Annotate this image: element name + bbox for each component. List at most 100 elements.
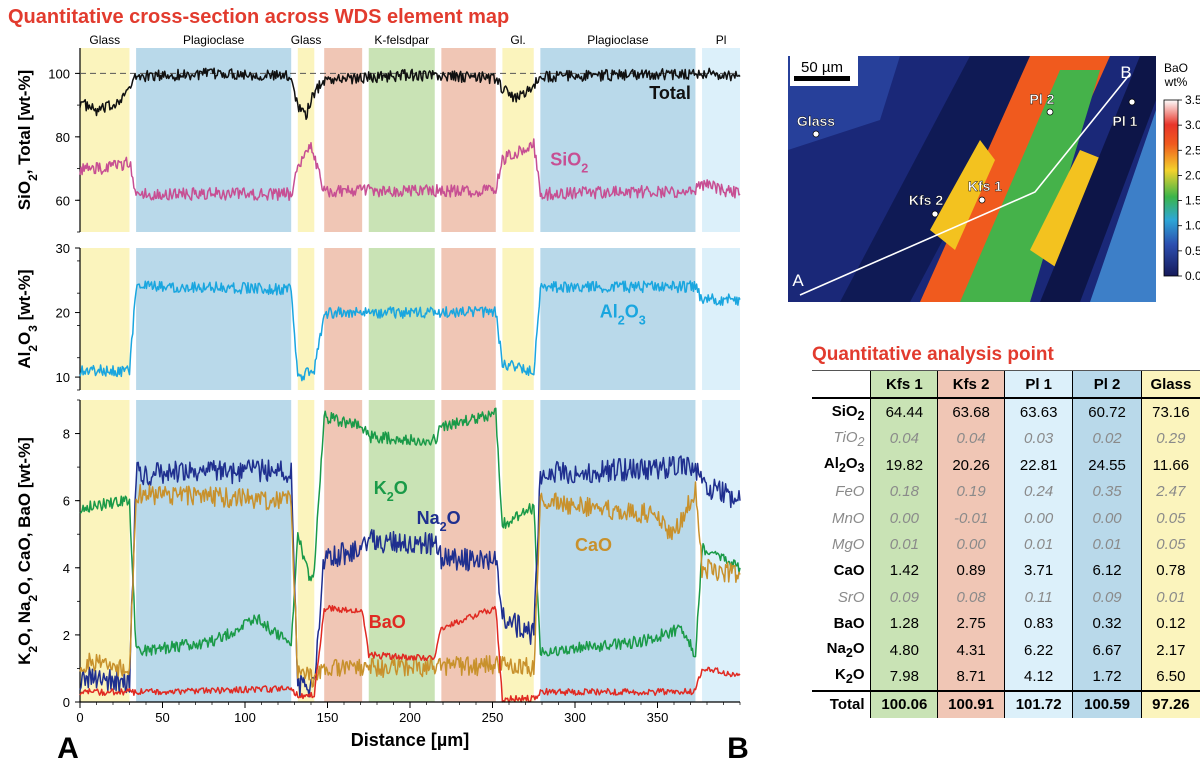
table-cell: 0.01 bbox=[1072, 531, 1142, 558]
phase-label-8: Pl bbox=[716, 33, 727, 47]
table-row: MnO 0.00 -0.01 0.00 0.00 0.05 bbox=[812, 504, 1200, 532]
table-cell: 7.98 bbox=[870, 663, 938, 691]
table-cell: 20.26 bbox=[937, 452, 1005, 479]
table-cell: 0.32 bbox=[1072, 610, 1142, 637]
table-cell: 1.42 bbox=[870, 557, 938, 585]
table-column-header: Kfs 2 bbox=[937, 370, 1005, 400]
phase-label-1: Plagioclase bbox=[183, 33, 245, 47]
phase-zone-8-panel-1 bbox=[702, 248, 740, 390]
y-tick-label-sio2-total-2: 100 bbox=[48, 66, 70, 81]
table-total-cell: 100.06 bbox=[870, 689, 938, 719]
table-cell: 63.63 bbox=[1003, 398, 1073, 426]
table-total-cell: 100.59 bbox=[1072, 689, 1142, 719]
colorbar-title-line2: wt% bbox=[1164, 75, 1188, 89]
phase-label-6: Gl. bbox=[510, 33, 525, 47]
table-row: TiO2 0.04 0.04 0.03 0.02 0.29 bbox=[812, 425, 1200, 453]
table-row: Al2O3 19.82 20.26 22.81 24.55 11.66 bbox=[812, 452, 1200, 479]
phase-label-0: Glass bbox=[89, 33, 120, 47]
table-cell: 2.75 bbox=[937, 610, 1005, 637]
table-cell: 0.29 bbox=[1140, 425, 1200, 453]
table-total-cell: 97.26 bbox=[1140, 689, 1200, 719]
map-dark-band bbox=[840, 56, 1040, 302]
y-tick-label-al2o3-2: 30 bbox=[56, 241, 70, 256]
colorbar-tick-label-1: 0.5 bbox=[1185, 244, 1200, 258]
series-label-al2o3: Al2O3 bbox=[600, 302, 646, 328]
cross-section-chart: Glass Plagioclase Glass K-felsdpar Gl. Plagio… bbox=[15, 33, 749, 765]
table-total-cell: 101.72 bbox=[1003, 689, 1073, 719]
profile-label-b: B bbox=[727, 732, 749, 765]
analysis-point-2 bbox=[978, 196, 986, 204]
phase-zone-3-panel-1 bbox=[324, 248, 363, 390]
colorbar-title-line1: BaO bbox=[1164, 61, 1188, 75]
phase-zone-4-panel-0 bbox=[368, 48, 435, 232]
table-row-label: MgO bbox=[831, 536, 865, 554]
table-cell: 19.82 bbox=[870, 452, 938, 479]
series-label-k2o: K2O bbox=[374, 478, 408, 504]
table-total-row: Total 100.06 100.91 101.72 100.59 97.26 bbox=[812, 689, 1200, 719]
series-line-cao bbox=[79, 481, 741, 688]
table-cell: 6.12 bbox=[1072, 557, 1142, 585]
table-column-header: Pl 1 bbox=[1003, 370, 1073, 400]
phase-zone-4-panel-1 bbox=[368, 248, 435, 390]
analysis-point-3 bbox=[1046, 108, 1054, 116]
y-tick-label-al2o3-1: 20 bbox=[56, 306, 70, 321]
table-cell: 0.04 bbox=[937, 425, 1005, 453]
phase-label-7: Plagioclase bbox=[587, 33, 649, 47]
table-row-label: BaO bbox=[833, 615, 865, 633]
table-cell: 2.17 bbox=[1140, 636, 1200, 664]
table-cell: 0.83 bbox=[1003, 610, 1073, 637]
series-line-k2o bbox=[79, 407, 741, 658]
colorbar-tick-label-4: 2.0 bbox=[1185, 168, 1200, 182]
y-tick-label-alkalis-1: 2 bbox=[63, 628, 70, 643]
table-row: CaO 1.42 0.89 3.71 6.12 0.78 bbox=[812, 557, 1200, 585]
table-cell: 4.31 bbox=[937, 636, 1005, 664]
table-cell: 0.05 bbox=[1140, 504, 1200, 532]
table-cell: 6.22 bbox=[1003, 636, 1073, 664]
table-total-cell: 100.91 bbox=[937, 689, 1005, 719]
x-tick-label-7: 350 bbox=[647, 710, 669, 725]
series-label-total: Total bbox=[649, 83, 691, 103]
phase-label-4: K-felsdpar bbox=[374, 33, 429, 47]
table-cell: 0.89 bbox=[937, 557, 1005, 585]
table-row: FeO 0.18 0.19 0.24 0.35 2.47 bbox=[812, 478, 1200, 505]
table-cell: 73.16 bbox=[1140, 398, 1200, 426]
analysis-point-label-4: Pl 1 bbox=[1113, 113, 1138, 129]
y-tick-label-alkalis-0: 0 bbox=[63, 695, 70, 710]
series-label-sio2: SiO2 bbox=[550, 149, 588, 175]
table-cell: 22.81 bbox=[1003, 452, 1073, 479]
phase-zone-5-panel-1 bbox=[441, 248, 496, 390]
analysis-point-0 bbox=[812, 130, 820, 138]
table-cell: 0.08 bbox=[937, 584, 1005, 611]
table-cell: 11.66 bbox=[1140, 452, 1200, 479]
phase-zone-6-panel-2 bbox=[502, 400, 534, 702]
phase-zone-6-panel-0 bbox=[502, 48, 534, 232]
phase-zone-7-panel-1 bbox=[540, 248, 696, 390]
table-cell: 0.00 bbox=[1003, 504, 1073, 532]
series-label-na2o: Na2O bbox=[417, 508, 461, 534]
phase-zone-2-panel-1 bbox=[297, 248, 315, 390]
analysis-table: Kfs 1 Kfs 2 Pl 1 Pl 2 Glass SiO2 64.44 63.68 63… bbox=[812, 370, 1200, 719]
table-column-header: Kfs 1 bbox=[870, 370, 938, 400]
phase-zone-0-panel-2 bbox=[80, 400, 130, 702]
analysis-point-label-3: Pl 2 bbox=[1030, 91, 1055, 107]
table-cell: 0.11 bbox=[1003, 584, 1073, 611]
table-cell: 60.72 bbox=[1072, 398, 1142, 426]
table-cell: 0.35 bbox=[1072, 478, 1142, 505]
series-line-total bbox=[79, 67, 741, 121]
profile-line bbox=[799, 73, 1131, 296]
scale-bar-label: 50 µm bbox=[801, 59, 843, 76]
analysis-point-label-0: Glass bbox=[797, 113, 835, 129]
series-label-cao: CaO bbox=[575, 535, 612, 555]
phase-zone-0-panel-0 bbox=[80, 48, 130, 232]
profile-label-a: A bbox=[57, 732, 79, 765]
phase-zone-7-panel-2 bbox=[540, 400, 696, 702]
table-cell: 0.18 bbox=[870, 478, 938, 505]
y-axis-label-sio2-total: SiO2, Total [wt-%] bbox=[15, 70, 40, 210]
table-cell: 4.80 bbox=[870, 636, 938, 664]
x-tick-label-1: 50 bbox=[155, 710, 169, 725]
table-cell: 0.00 bbox=[1072, 504, 1142, 532]
table-row: Na2O 4.80 4.31 6.22 6.67 2.17 bbox=[812, 636, 1200, 664]
phase-zone-1-panel-1 bbox=[136, 248, 292, 390]
